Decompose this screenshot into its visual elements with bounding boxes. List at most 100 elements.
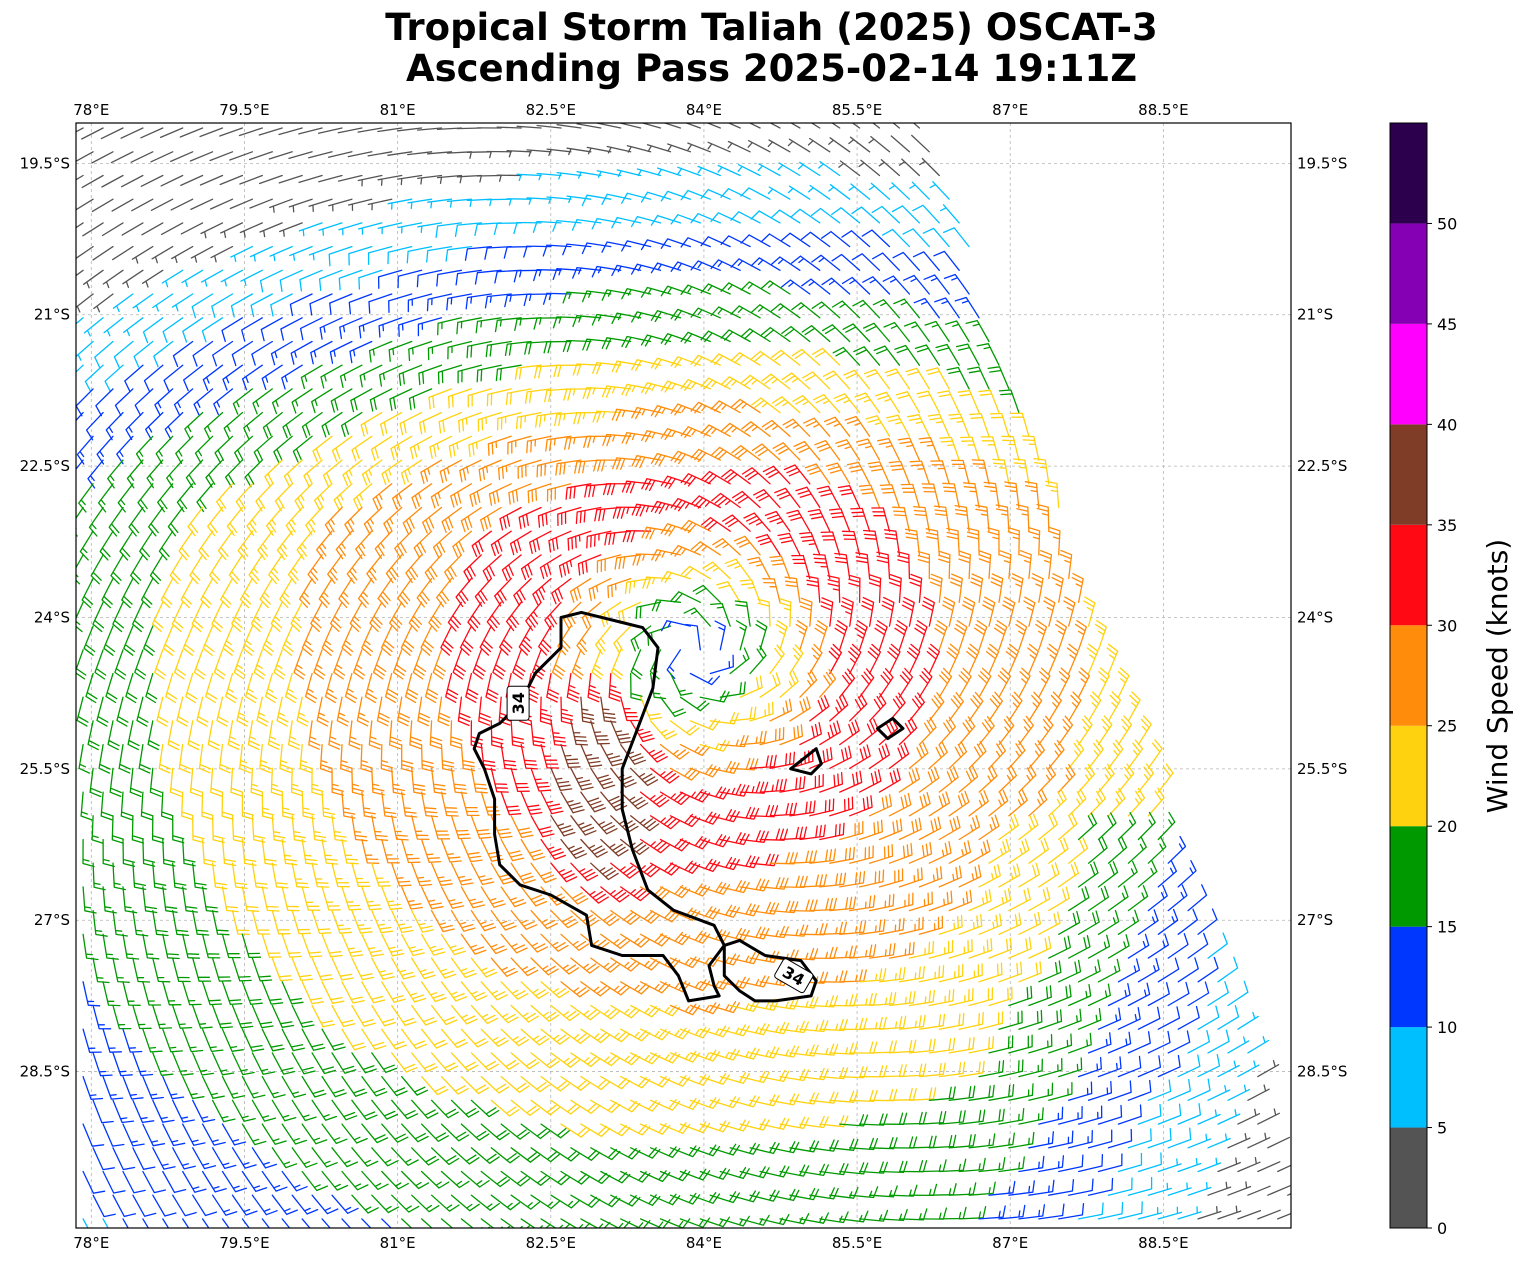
- wind-barb: [388, 293, 413, 313]
- wind-barb: [849, 1089, 878, 1103]
- wind-barb: [341, 1123, 368, 1144]
- wind-barb: [1197, 1054, 1221, 1078]
- wind-barb: [851, 123, 861, 129]
- wind-barb: [162, 1123, 186, 1147]
- wind-barb: [810, 123, 821, 129]
- wind-barb: [560, 838, 588, 859]
- wind-barb: [182, 1028, 204, 1053]
- wind-barb: [307, 554, 323, 584]
- wind-barb: [480, 838, 504, 862]
- wind-barb: [606, 145, 632, 154]
- wind-barb: [769, 852, 798, 865]
- wind-barb: [430, 1052, 459, 1072]
- wind-barb: [117, 483, 134, 513]
- wind-barb: [328, 245, 353, 267]
- wind-barb: [392, 649, 407, 680]
- wind-barb: [474, 577, 492, 607]
- wind-barb: [919, 157, 940, 177]
- wind-barb: [513, 577, 532, 606]
- wind-barb: [261, 838, 278, 866]
- wind-barb: [822, 370, 851, 390]
- wind-barb: [570, 815, 597, 836]
- lon-tick-label-top: 88.5°E: [1138, 101, 1188, 119]
- wind-barb: [480, 506, 502, 532]
- wind-barb: [631, 503, 662, 517]
- wind-barb: [978, 550, 992, 580]
- wind-barb: [610, 767, 637, 788]
- wind-barb: [281, 791, 295, 820]
- wind-barb: [760, 280, 791, 295]
- wind-barb: [319, 743, 333, 773]
- wind-barb: [669, 1003, 701, 1016]
- wind-barb: [97, 483, 114, 513]
- wind-barb: [103, 625, 116, 656]
- wind-barb: [92, 245, 114, 261]
- wind-barb: [679, 696, 710, 712]
- wind-barb: [193, 649, 206, 680]
- wind-barb: [699, 1120, 731, 1133]
- lon-tick-label-top: 82.5°E: [526, 101, 576, 119]
- wind-barb: [888, 182, 911, 200]
- wind-barb: [1167, 835, 1187, 864]
- wind-barb: [1087, 788, 1106, 817]
- wind-barb: [779, 776, 806, 793]
- wind-barb: [76, 293, 94, 313]
- wind-barb: [381, 791, 397, 819]
- wind-barb: [829, 896, 857, 912]
- wind-barb: [958, 1157, 986, 1173]
- wind-barb: [142, 933, 160, 960]
- wind-barb: [496, 126, 522, 129]
- wind-barb: [437, 696, 451, 727]
- wind-barb: [351, 1147, 379, 1167]
- wind-barb: [470, 815, 492, 839]
- wind-barb: [720, 422, 751, 437]
- wind-barb: [291, 862, 309, 889]
- wind-barb: [85, 672, 98, 704]
- wind-barb: [1097, 763, 1115, 793]
- wind-barb: [829, 745, 852, 769]
- wind-barb: [370, 435, 393, 461]
- wind-barb: [938, 716, 956, 746]
- wind-barb: [182, 1075, 205, 1100]
- wind-barb: [1077, 667, 1091, 698]
- wind-barb: [1028, 936, 1052, 959]
- wind-barb: [510, 1004, 539, 1023]
- wind-barb: [1028, 1033, 1053, 1054]
- wind-barb: [239, 577, 254, 609]
- wind-barb: [608, 672, 622, 702]
- wind-barb: [1207, 1084, 1231, 1101]
- wind-barb: [259, 743, 272, 774]
- wind-barb: [258, 127, 283, 136]
- wind-barb: [291, 1004, 315, 1028]
- wind-barb: [878, 917, 905, 935]
- wind-barb: [799, 722, 822, 746]
- wind-barb: [1033, 457, 1050, 485]
- wind-barb: [685, 623, 701, 651]
- wind-barb: [1021, 435, 1040, 461]
- wind-barb: [508, 483, 532, 505]
- wind-barb: [301, 1028, 326, 1051]
- wind-barb: [128, 506, 144, 537]
- wind-barb: [641, 526, 672, 540]
- wind-barb: [839, 969, 867, 983]
- wind-barb: [552, 316, 582, 329]
- wind-barb: [916, 390, 940, 414]
- wind-barb: [440, 981, 468, 1002]
- wind-barb: [220, 222, 244, 239]
- wind-barb: [427, 340, 453, 361]
- wind-barb: [618, 601, 642, 625]
- wind-barb: [1137, 957, 1160, 983]
- wind-barb: [221, 317, 244, 343]
- wind-barb: [1018, 667, 1031, 698]
- wind-barb: [670, 591, 701, 603]
- wind-barb: [108, 506, 124, 537]
- wind-barb: [759, 1117, 790, 1130]
- wind-barb: [1015, 620, 1028, 651]
- wind-barb: [739, 579, 761, 603]
- wind-barb: [1018, 764, 1037, 793]
- wind-barb: [440, 838, 462, 863]
- wind-barb: [660, 620, 692, 632]
- wind-barb: [779, 1020, 809, 1034]
- wind-barb: [341, 886, 362, 911]
